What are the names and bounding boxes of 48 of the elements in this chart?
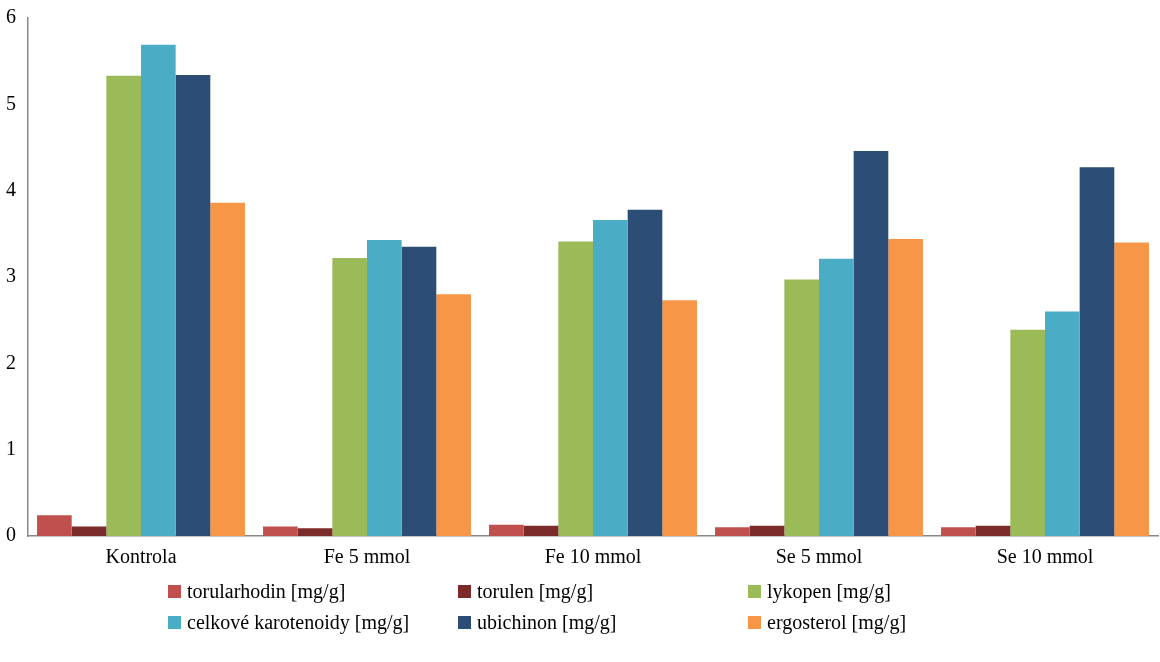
bar (175, 74, 211, 536)
bar (523, 525, 559, 536)
bar (1079, 167, 1115, 536)
bar (141, 44, 176, 536)
bar (210, 202, 245, 536)
bar (627, 209, 663, 536)
bar (37, 515, 72, 536)
bar (1114, 242, 1149, 536)
legend-label: celkové karotenoidy [mg/g] (187, 611, 410, 634)
y-tick-label: 1 (6, 436, 16, 459)
bar (941, 527, 976, 536)
bar (297, 528, 333, 536)
bar (593, 220, 628, 536)
x-tick-label: Fe 5 mmol (323, 545, 411, 568)
bar (436, 294, 471, 536)
x-tick-label: Se 5 mmol (775, 545, 863, 568)
bar (662, 300, 697, 536)
bar (106, 75, 141, 536)
bar (715, 527, 750, 536)
bar (819, 258, 854, 536)
bar (975, 525, 1011, 536)
legend-label: torulen [mg/g] (477, 580, 594, 603)
bar (1045, 311, 1080, 536)
x-tick-label: Se 10 mmol (996, 545, 1094, 568)
bar (1010, 329, 1045, 536)
legend-label: torularhodin [mg/g] (187, 580, 346, 603)
bar (401, 246, 437, 536)
x-tick-label: Fe 10 mmol (544, 545, 642, 568)
bar (888, 239, 923, 536)
bar (853, 150, 889, 536)
y-tick-label: 5 (6, 91, 16, 114)
bar (332, 258, 367, 536)
x-tick-label: Kontrola (105, 545, 177, 568)
bar (367, 239, 402, 536)
legend-label: ubichinon [mg/g] (477, 611, 617, 634)
y-tick-label: 6 (6, 5, 16, 28)
bar (71, 526, 107, 536)
bar (263, 526, 298, 536)
bar (749, 525, 785, 536)
legend-label: ergosterol [mg/g] (767, 611, 907, 634)
y-tick-label: 2 (6, 350, 16, 373)
y-tick-label: 0 (6, 523, 16, 546)
bar (558, 241, 593, 536)
bar (489, 524, 524, 536)
legend-label: lykopen [mg/g] (767, 580, 891, 603)
bar (784, 279, 819, 536)
y-tick-label: 4 (6, 177, 16, 200)
y-tick-label: 3 (6, 264, 16, 287)
